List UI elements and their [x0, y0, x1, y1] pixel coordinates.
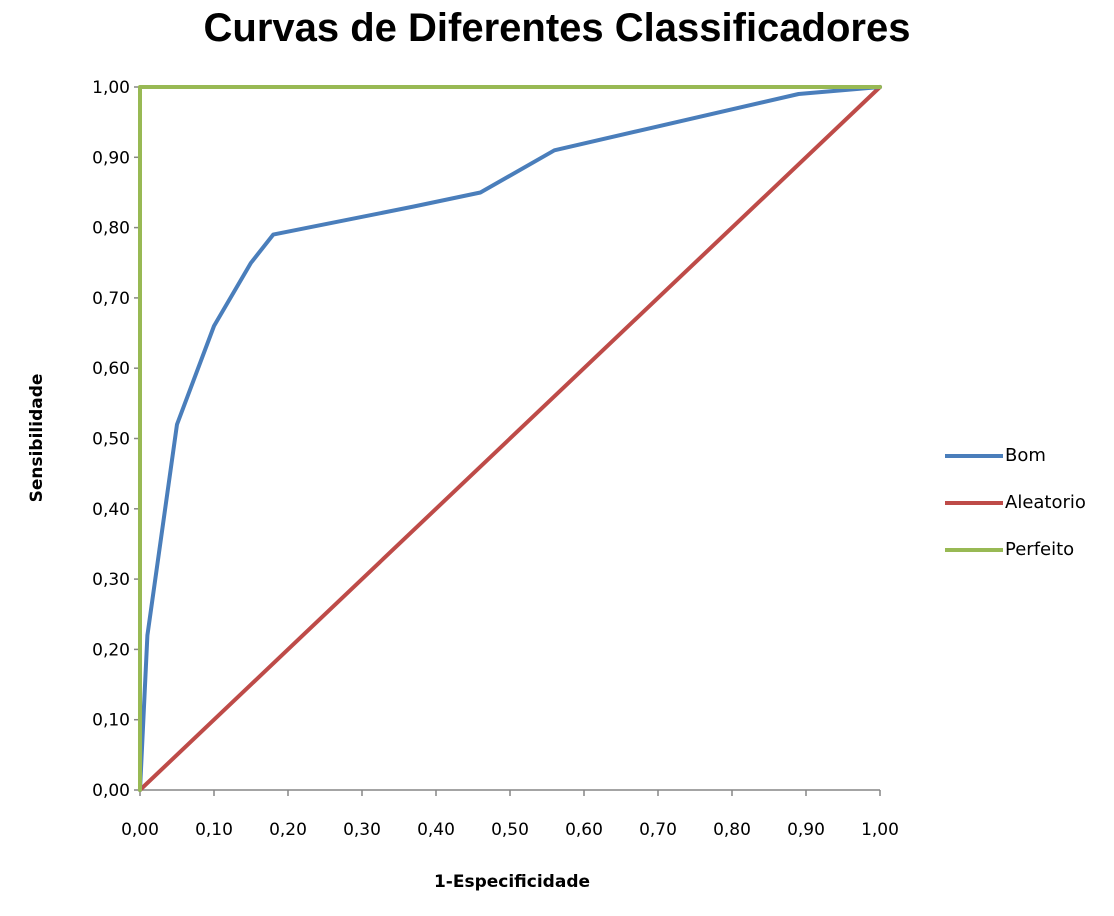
x-tick-label: 0,20 [269, 820, 307, 840]
y-tick-label: 0,70 [92, 289, 130, 309]
legend: Bom Aleatorio Perfeito [945, 432, 1086, 573]
x-tick-label: 0,70 [639, 820, 677, 840]
legend-label: Perfeito [1005, 539, 1075, 560]
x-tick-label: 0,50 [491, 820, 529, 840]
legend-label: Aleatorio [1005, 492, 1086, 513]
x-tick-label: 0,00 [121, 820, 159, 840]
legend-item-bom: Bom [945, 432, 1086, 479]
x-tick-label: 1,00 [861, 820, 899, 840]
legend-swatch [945, 547, 1003, 552]
series-line-aleatorio [138, 85, 882, 792]
legend-label: Bom [1005, 445, 1046, 466]
y-axis-label: Sensibilidade [27, 373, 47, 503]
x-tick-label: 0,10 [195, 820, 233, 840]
legend-swatch [945, 453, 1003, 458]
series-line-perfeito [138, 85, 882, 792]
y-tick-label: 0,50 [92, 430, 130, 450]
y-tick-label: 0,20 [92, 640, 130, 660]
x-tick-label: 0,40 [417, 820, 455, 840]
x-tick-label: 0,30 [343, 820, 381, 840]
series-layer [138, 85, 882, 792]
chart-title: Curvas de Diferentes Classificadores [203, 6, 911, 50]
y-tick-label: 0,80 [92, 219, 130, 239]
x-tick-label: 0,80 [713, 820, 751, 840]
y-tick-label: 0,90 [92, 148, 130, 168]
y-tick-label: 1,00 [92, 78, 130, 98]
legend-item-perfeito: Perfeito [945, 526, 1086, 573]
y-tick-label: 0,10 [92, 711, 130, 731]
axes: 0,00 0,10 0,20 0,30 0,40 0,50 0,60 0,70 0,80 0,90… [92, 78, 899, 840]
y-tick-label: 0,40 [92, 500, 130, 520]
y-tick-label: 0,00 [92, 781, 130, 801]
x-tick-label: 0,60 [565, 820, 603, 840]
legend-swatch [945, 500, 1003, 505]
x-axis-label: 1-Especificidade [433, 872, 591, 892]
y-tick-label: 0,30 [92, 570, 130, 590]
x-tick-label: 0,90 [787, 820, 825, 840]
legend-item-aleatorio: Aleatorio [945, 479, 1086, 526]
series-line-bom [138, 85, 882, 792]
y-tick-label: 0,60 [92, 359, 130, 379]
